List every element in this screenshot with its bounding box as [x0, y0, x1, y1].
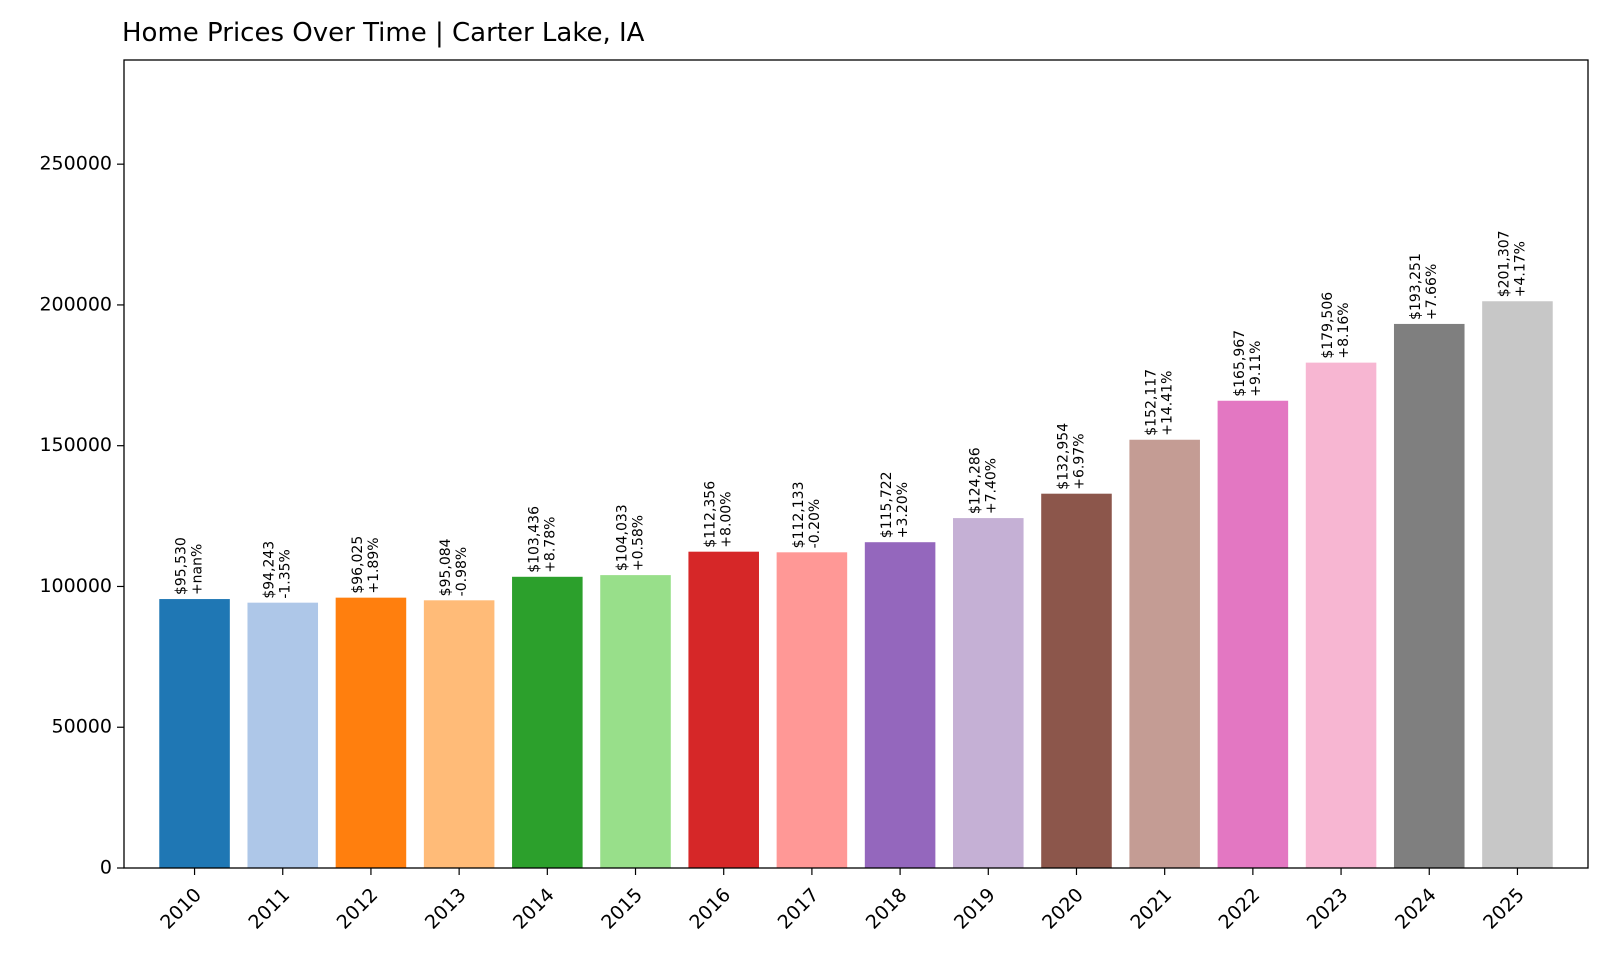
plot-frame — [123, 59, 1589, 869]
y-axis: 0 50000 100000 150000 200000 250000 — [39, 153, 124, 879]
change-label: +nan% — [190, 544, 206, 595]
chart-title: Home Prices Over Time | Carter Lake, IA — [122, 18, 645, 48]
price-label: $179,506 — [1320, 292, 1336, 359]
change-label: +14.41% — [1160, 371, 1176, 436]
bar-data-label: $152,117+14.41% — [1144, 369, 1176, 436]
x-tick-label: 2025 — [1479, 884, 1529, 934]
bar-data-label: $103,436+8.78% — [526, 506, 558, 573]
price-label: $104,033 — [615, 504, 631, 571]
bar-data-label: $95,084-0.98% — [438, 538, 470, 596]
bars-layer — [159, 301, 1553, 869]
bar-data-label: $112,133-0.20% — [791, 481, 823, 548]
change-label: -0.98% — [454, 547, 470, 597]
change-label: -0.20% — [807, 499, 823, 549]
bar-2014 — [512, 576, 583, 868]
price-label: $112,356 — [703, 481, 719, 548]
bar-data-label: $104,033+0.58% — [615, 504, 647, 571]
bar-2021 — [1129, 439, 1200, 868]
price-label: $132,954 — [1055, 423, 1071, 490]
bar-data-label: $165,967+9.11% — [1232, 330, 1264, 397]
change-label: +0.58% — [631, 515, 647, 571]
price-label: $115,722 — [879, 471, 895, 538]
change-label: +8.78% — [542, 517, 558, 573]
bar-data-label: $193,251+7.66% — [1408, 253, 1440, 320]
x-tick-label: 2011 — [244, 884, 294, 934]
change-label: +7.40% — [983, 458, 999, 514]
x-tick-label: 2013 — [421, 884, 471, 934]
change-label: +3.20% — [895, 482, 911, 538]
bar-2011 — [247, 602, 319, 868]
x-tick-label: 2020 — [1038, 884, 1088, 934]
change-label: +7.66% — [1424, 264, 1440, 320]
x-tick-label: 2014 — [509, 884, 559, 934]
price-label: $95,084 — [438, 538, 454, 596]
bar-2017 — [776, 552, 848, 868]
price-label: $112,133 — [791, 481, 807, 548]
price-label: $124,286 — [967, 447, 983, 514]
x-tick-label: 2016 — [685, 884, 735, 934]
price-label: $165,967 — [1232, 330, 1248, 397]
bar-2025 — [1482, 301, 1553, 868]
y-tick-label: 50000 — [52, 716, 112, 738]
bar-2013 — [423, 600, 495, 868]
bar-2015 — [600, 575, 671, 868]
bar-data-label: $179,506+8.16% — [1320, 292, 1352, 359]
bar-data-label: $112,356+8.00% — [703, 481, 735, 548]
change-label: -1.35% — [278, 549, 294, 599]
y-tick-label: 250000 — [39, 153, 112, 175]
x-axis: 2010 2011 2012 2013 2014 2015 2016 2017 2018 2019… — [156, 868, 1529, 934]
x-tick-label: 2018 — [862, 884, 912, 934]
bar-data-label: $132,954+6.97% — [1055, 423, 1087, 490]
bar-2020 — [1041, 493, 1112, 868]
change-label: +1.89% — [366, 537, 382, 593]
price-label: $95,530 — [174, 537, 190, 595]
change-label: +6.97% — [1071, 433, 1087, 489]
change-label: +8.00% — [719, 491, 735, 547]
bar-2012 — [335, 597, 407, 868]
change-label: +4.17% — [1512, 241, 1528, 297]
change-label: +8.16% — [1336, 302, 1352, 358]
x-tick-label: 2017 — [774, 884, 824, 934]
bar-2022 — [1217, 400, 1289, 868]
x-tick-label: 2021 — [1126, 884, 1176, 934]
bar-labels-layer: $95,530+nan% $94,243-1.35% $96,025+1.89% $9… — [174, 230, 1529, 598]
bar-data-label: $94,243-1.35% — [262, 541, 294, 599]
y-tick-label: 0 — [100, 857, 112, 879]
y-tick-label: 200000 — [39, 293, 112, 315]
bar-data-label: $201,307+4.17% — [1496, 230, 1528, 297]
bar-data-label: $96,025+1.89% — [350, 536, 382, 594]
bar-2019 — [953, 518, 1024, 868]
price-label: $94,243 — [262, 541, 278, 599]
bar-data-label: $124,286+7.40% — [967, 447, 999, 514]
x-tick-label: 2015 — [597, 884, 647, 934]
bar-2016 — [688, 551, 759, 868]
price-label: $201,307 — [1496, 230, 1512, 297]
price-label: $152,117 — [1144, 369, 1160, 436]
price-label: $96,025 — [350, 536, 366, 594]
x-tick-label: 2010 — [156, 884, 206, 934]
bar-2010 — [159, 599, 230, 868]
bar-2024 — [1393, 323, 1465, 869]
x-tick-label: 2019 — [950, 884, 1000, 934]
x-tick-label: 2012 — [333, 884, 383, 934]
bar-2018 — [864, 542, 936, 868]
price-label: $193,251 — [1408, 253, 1424, 320]
bar-2023 — [1305, 362, 1377, 868]
change-label: +9.11% — [1248, 341, 1264, 397]
bar-data-label: $95,530+nan% — [174, 537, 206, 595]
x-tick-label: 2022 — [1215, 884, 1265, 934]
y-tick-label: 150000 — [39, 434, 112, 456]
y-tick-label: 100000 — [39, 575, 112, 597]
bar-data-label: $115,722+3.20% — [879, 471, 911, 538]
x-tick-label: 2023 — [1303, 884, 1353, 934]
price-label: $103,436 — [526, 506, 542, 573]
x-tick-label: 2024 — [1391, 884, 1441, 934]
